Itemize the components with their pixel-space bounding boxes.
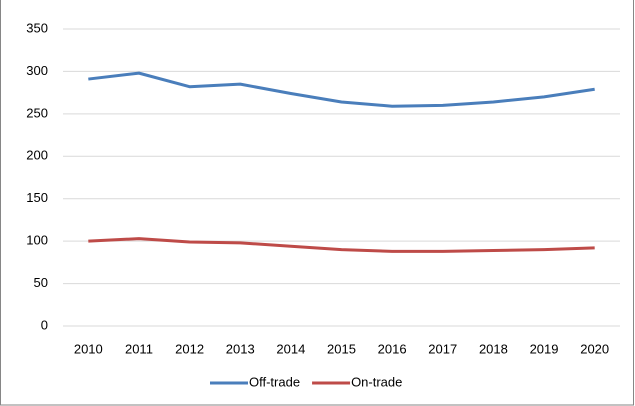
x-tick-label: 2018 <box>479 341 508 356</box>
x-tick-label: 2016 <box>378 341 407 356</box>
x-tick-label: 2017 <box>428 341 457 356</box>
legend-label: On-trade <box>351 374 402 389</box>
y-tick-label: 350 <box>26 20 48 35</box>
y-tick-label: 300 <box>26 63 48 78</box>
y-tick-label: 200 <box>26 148 48 163</box>
x-tick-label: 2015 <box>327 341 356 356</box>
y-tick-label: 250 <box>26 105 48 120</box>
line-series <box>88 237 595 253</box>
x-tick-label: 2013 <box>226 341 255 356</box>
y-tick-label: 150 <box>26 190 48 205</box>
y-tick-label: 50 <box>34 275 48 290</box>
x-tick-label: 2010 <box>74 341 103 356</box>
x-tick-label: 2012 <box>175 341 204 356</box>
line-series <box>88 71 595 108</box>
x-tick-label: 2019 <box>530 341 559 356</box>
x-tick-label: 2014 <box>276 341 305 356</box>
y-tick-label: 0 <box>41 317 48 332</box>
y-tick-label: 100 <box>26 233 48 248</box>
x-tick-label: 2011 <box>125 341 153 356</box>
legend-label: Off-trade <box>249 374 300 389</box>
x-tick-label: 2020 <box>580 341 609 356</box>
